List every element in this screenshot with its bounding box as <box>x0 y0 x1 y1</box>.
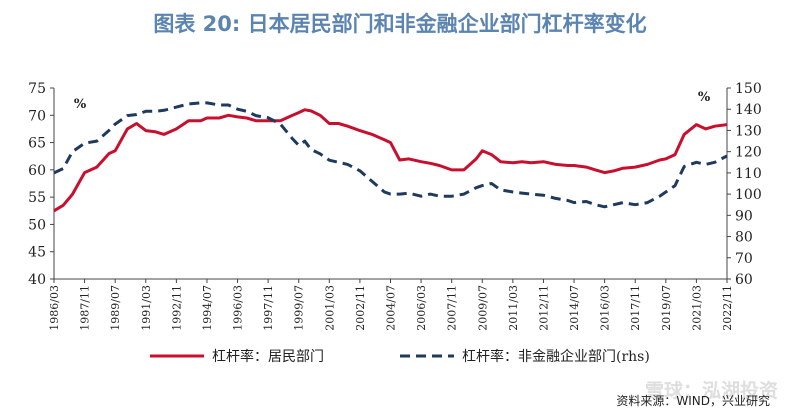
x-tick-label: 2019/07 <box>660 285 673 331</box>
left-tick-label: 75 <box>28 81 46 97</box>
right-tick-label: 70 <box>735 251 753 267</box>
axes: 40 45 50 55 60 65 70 75 60 70 80 90 100 110 120 130 140 1… <box>28 81 762 331</box>
x-tick-label: 2004/07 <box>385 285 398 331</box>
right-tick-label: 120 <box>735 145 762 161</box>
series-lines <box>53 101 728 213</box>
legend-item-nonfinancial-corporate-label: 杠杆率：非金融企业部门(rhs) <box>462 348 650 365</box>
left-axis-unit: % <box>74 97 87 112</box>
left-tick-label: 40 <box>28 272 46 288</box>
x-tick-label: 2001/03 <box>323 285 336 331</box>
x-tick-label: 1989/07 <box>109 285 122 331</box>
right-tick-label: 130 <box>735 123 762 139</box>
source-note: 资料来源：WIND，兴业研究 <box>616 394 770 408</box>
x-tick-label: 2009/07 <box>476 285 489 331</box>
series-line-household <box>53 108 728 213</box>
series-line-nonfinancial-corporate <box>53 101 728 209</box>
chart-title: 图表 20: 日本居民部门和非金融企业部门杠杆率变化 <box>153 12 647 36</box>
x-tick-label: 2007/11 <box>446 285 459 331</box>
watermark-text: 雪球：泓湖投资 <box>644 380 778 402</box>
x-tick-label: 2012/11 <box>537 285 550 331</box>
x-tick-label: 2006/03 <box>415 285 428 331</box>
x-tick-label: 1999/07 <box>293 285 306 331</box>
left-tick-label: 45 <box>28 245 46 261</box>
x-tick-label: 1987/11 <box>79 285 92 331</box>
left-tick-label: 55 <box>28 190 46 206</box>
left-tick-label: 70 <box>28 108 46 124</box>
legend-item-household-label: 杠杆率：居民部门 <box>212 348 324 365</box>
right-tick-label: 100 <box>735 187 762 203</box>
x-tick-label: 2017/11 <box>629 285 642 331</box>
x-tick-label: 1991/03 <box>140 285 153 331</box>
x-tick-label: 2002/11 <box>354 285 367 331</box>
x-tick-label: 2021/03 <box>690 285 703 331</box>
right-tick-label: 80 <box>735 230 753 246</box>
legend: 杠杆率：居民部门 杠杆率：非金融企业部门(rhs) <box>150 348 650 365</box>
x-tick-label: 2011/03 <box>507 285 520 331</box>
x-tick-label: 2014/07 <box>568 285 581 331</box>
right-tick-label: 150 <box>735 81 762 97</box>
x-tick-label: 1996/03 <box>232 285 245 331</box>
x-tick-label: 2022/11 <box>721 285 734 331</box>
right-tick-label: 60 <box>735 272 753 288</box>
right-axis-unit: % <box>698 90 711 105</box>
right-tick-label: 90 <box>735 208 753 224</box>
x-tick-label: 2016/03 <box>599 285 612 331</box>
x-tick-label: 1997/11 <box>262 285 275 331</box>
right-tick-label: 110 <box>735 166 762 182</box>
x-tick-label: 1992/11 <box>170 285 183 331</box>
left-tick-label: 50 <box>28 217 46 233</box>
left-tick-label: 65 <box>28 136 46 152</box>
x-tick-label: 1994/07 <box>201 285 214 331</box>
left-tick-label: 60 <box>28 163 46 179</box>
right-tick-label: 140 <box>735 102 762 118</box>
x-tick-label: 1986/03 <box>48 285 61 331</box>
